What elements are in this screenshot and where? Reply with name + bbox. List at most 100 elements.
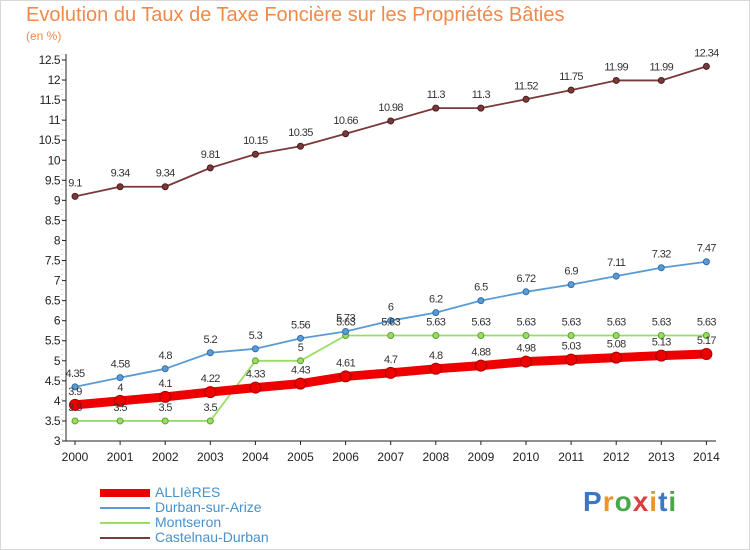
data-point-castelnau-durban bbox=[116, 183, 124, 191]
logo-letter: i bbox=[668, 486, 678, 517]
data-point-montseron bbox=[251, 357, 259, 365]
data-point-castelnau-durban bbox=[567, 86, 575, 94]
data-label-allieres: 4 bbox=[117, 382, 123, 394]
y-tick-label: 9.5 bbox=[45, 173, 61, 187]
data-point-montseron bbox=[702, 332, 710, 340]
data-label-montseron: 3.5 bbox=[68, 402, 82, 414]
data-label-montseron: 5.63 bbox=[471, 317, 490, 329]
data-label-montseron: 5.63 bbox=[426, 317, 445, 329]
x-tick-label: 2011 bbox=[558, 450, 584, 464]
data-label-durban-sur-arize: 4.8 bbox=[158, 350, 172, 362]
data-label-durban-sur-arize: 7.11 bbox=[607, 257, 626, 269]
y-tick-label: 6.5 bbox=[45, 294, 61, 308]
data-labels: 3.9 4 4.1 4.22 4.33 4.43 4.61 4.7 4.8 4.88 4.98 5.0… bbox=[65, 47, 719, 414]
series-layer bbox=[69, 62, 713, 425]
unit-label: (en %) bbox=[26, 29, 62, 43]
data-label-montseron: 5.63 bbox=[381, 317, 400, 329]
data-point-durban-sur-arize bbox=[161, 365, 169, 373]
y-tick-label: 10 bbox=[48, 153, 61, 167]
x-tick-label: 2002 bbox=[152, 450, 179, 464]
logo-letter: i bbox=[649, 486, 659, 517]
data-point-castelnau-durban bbox=[522, 95, 530, 103]
logo-letter: P bbox=[583, 486, 603, 517]
data-point-montseron bbox=[567, 332, 575, 340]
data-label-castelnau-durban: 11.99 bbox=[604, 61, 628, 73]
legend-swatch bbox=[100, 537, 150, 539]
data-point-castelnau-durban bbox=[387, 117, 395, 125]
data-label-castelnau-durban: 10.15 bbox=[243, 135, 268, 147]
x-tick-label: 2006 bbox=[332, 450, 359, 464]
y-tick-label: 4.5 bbox=[45, 374, 61, 388]
y-tick-label: 8 bbox=[54, 233, 61, 247]
data-point-allieres bbox=[384, 366, 397, 379]
legend-label: Durban-sur-Arize bbox=[155, 499, 262, 515]
data-label-montseron: 5.63 bbox=[697, 317, 716, 329]
x-tick-label: 2013 bbox=[648, 450, 675, 464]
data-point-durban-sur-arize bbox=[71, 383, 79, 391]
logo-letter: t bbox=[658, 486, 669, 517]
data-point-allieres bbox=[474, 359, 487, 372]
y-tick-label: 12.5 bbox=[39, 53, 61, 67]
data-point-durban-sur-arize bbox=[657, 264, 665, 272]
data-label-montseron: 5.63 bbox=[607, 317, 626, 329]
data-label-allieres: 5.03 bbox=[562, 341, 581, 353]
data-point-castelnau-durban bbox=[612, 76, 620, 84]
data-label-allieres: 4.98 bbox=[516, 343, 535, 355]
data-point-castelnau-durban bbox=[702, 62, 710, 70]
data-point-montseron bbox=[297, 357, 304, 365]
data-label-castelnau-durban: 11.99 bbox=[649, 61, 673, 73]
data-label-montseron: 3.5 bbox=[113, 402, 127, 414]
data-label-montseron: 3.5 bbox=[158, 402, 172, 414]
legend-swatch bbox=[100, 489, 150, 497]
y-tick-label: 9 bbox=[54, 193, 61, 207]
data-point-castelnau-durban bbox=[297, 142, 304, 150]
data-label-durban-sur-arize: 5.56 bbox=[291, 319, 310, 331]
data-label-durban-sur-arize: 4.58 bbox=[111, 359, 130, 371]
data-label-castelnau-durban: 11.52 bbox=[514, 80, 538, 92]
legend-label: ALLIèRES bbox=[155, 484, 221, 500]
x-tick-label: 2010 bbox=[513, 450, 540, 464]
data-point-castelnau-durban bbox=[432, 104, 440, 112]
data-label-allieres: 4.1 bbox=[158, 378, 172, 390]
y-tick-label: 11 bbox=[49, 113, 61, 127]
data-label-allieres: 4.88 bbox=[471, 347, 490, 359]
data-point-montseron bbox=[522, 332, 530, 340]
data-label-durban-sur-arize: 5.2 bbox=[204, 334, 218, 346]
x-tick-label: 2001 bbox=[107, 450, 134, 464]
legend: ALLIèRES Durban-sur-Arize Montseron Cast… bbox=[100, 484, 400, 546]
data-point-durban-sur-arize bbox=[387, 317, 395, 325]
y-tick-label: 7 bbox=[54, 274, 61, 288]
y-tick-label: 5 bbox=[54, 354, 61, 368]
data-label-allieres: 5.08 bbox=[607, 339, 626, 351]
data-point-allieres bbox=[204, 386, 217, 399]
data-point-montseron bbox=[116, 417, 124, 425]
x-tick-label: 2007 bbox=[377, 450, 404, 464]
logo-letter: r bbox=[602, 486, 615, 517]
data-label-durban-sur-arize: 5.3 bbox=[249, 330, 263, 342]
data-label-castelnau-durban: 9.81 bbox=[201, 149, 220, 161]
y-tick-label: 3.5 bbox=[45, 414, 61, 428]
data-point-castelnau-durban bbox=[657, 76, 665, 84]
data-label-castelnau-durban: 10.66 bbox=[333, 115, 358, 127]
data-label-montseron: 5 bbox=[298, 342, 304, 354]
y-tick-label: 4 bbox=[54, 394, 61, 408]
data-point-durban-sur-arize bbox=[567, 281, 575, 289]
data-point-allieres bbox=[610, 351, 623, 364]
chart-title: Evolution du Taux de Taxe Foncière sur l… bbox=[26, 4, 565, 26]
data-label-durban-sur-arize: 4.35 bbox=[65, 368, 84, 380]
data-point-durban-sur-arize bbox=[116, 374, 124, 382]
data-label-durban-sur-arize: 5.73 bbox=[336, 313, 355, 325]
x-tick-label: 2004 bbox=[242, 450, 269, 464]
axes: 33.544.555.566.577.588.599.51010.51111.5… bbox=[39, 53, 720, 464]
data-label-montseron: 5.63 bbox=[562, 317, 581, 329]
data-point-durban-sur-arize bbox=[342, 328, 350, 336]
data-point-castelnau-durban bbox=[71, 192, 79, 200]
data-label-durban-sur-arize: 6.9 bbox=[564, 266, 578, 278]
data-label-castelnau-durban: 9.1 bbox=[68, 177, 82, 189]
data-label-durban-sur-arize: 7.32 bbox=[652, 249, 671, 261]
y-tick-label: 11.5 bbox=[40, 93, 61, 107]
legend-item-durban-sur-arize: Durban-sur-Arize bbox=[100, 499, 400, 516]
legend-item-castelnau-durban: Castelnau-Durban bbox=[100, 529, 400, 546]
data-label-allieres: 4.7 bbox=[384, 354, 398, 366]
